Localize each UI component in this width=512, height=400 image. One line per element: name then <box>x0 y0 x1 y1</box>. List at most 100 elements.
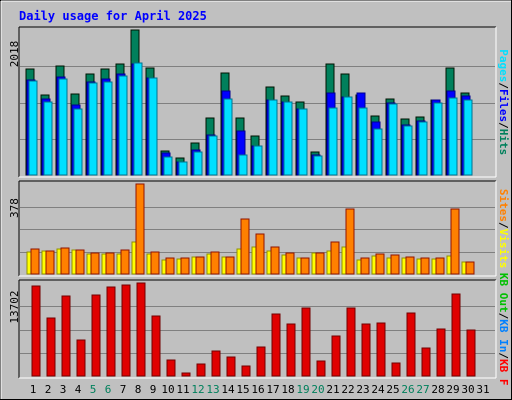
legend-entry: Visits <box>497 229 510 269</box>
legend-entry: / <box>497 352 510 359</box>
panel-max-label: 378 <box>8 198 21 218</box>
bar-kb-f <box>256 346 266 377</box>
bar-pages <box>178 161 188 176</box>
bar-pages <box>133 62 143 176</box>
bar-pages <box>268 99 278 176</box>
bar-kb-f <box>226 356 236 377</box>
bar-sites <box>105 252 115 275</box>
bar-pages <box>118 75 128 176</box>
day-label: 20 <box>311 383 324 396</box>
day-label: 31 <box>476 383 489 396</box>
legend-entry: KB F <box>497 359 510 386</box>
day-label: 27 <box>416 383 429 396</box>
day-label: 12 <box>191 383 204 396</box>
panel-visits-sites: 378 Sites/Visits <box>8 180 510 277</box>
bar-sites <box>150 251 160 275</box>
bar-sites <box>135 183 145 275</box>
bar-kb-f <box>151 315 161 377</box>
bar-kb-f <box>76 339 86 377</box>
day-label: 28 <box>431 383 444 396</box>
panel-hits-files-pages: 2018 Pages/Files/Hits <box>8 26 510 178</box>
day-label: 30 <box>461 383 474 396</box>
bar-sites <box>405 256 415 275</box>
bar-kb-f <box>376 322 386 377</box>
day-axis-labels: 1 2 3 4 5 6 7 8 9 10 11 12 13 14 15 16 17 18 19 20 21 22 23 24 2… <box>30 383 490 396</box>
bar-pages <box>358 107 368 176</box>
bar-sites <box>45 250 55 275</box>
bar-sites <box>420 257 430 275</box>
day-label: 10 <box>161 383 174 396</box>
panel-max-label: 2018 <box>8 41 21 68</box>
bar-kb-f <box>421 347 431 377</box>
day-label: 24 <box>371 383 385 396</box>
legend-entry: / <box>497 122 510 129</box>
bar-sites <box>30 248 40 275</box>
day-label: 16 <box>251 383 264 396</box>
bar-pages <box>313 155 323 176</box>
bar-pages <box>433 102 443 176</box>
bar-pages <box>403 125 413 176</box>
panel-legend: KB Out/KB In/KB F <box>497 273 510 386</box>
bar-pages <box>58 78 68 176</box>
bar-kb-f <box>181 372 191 377</box>
bar-kb-f <box>106 286 116 377</box>
panel-max-label: 13702 <box>8 290 21 323</box>
bar-kb-f <box>271 313 281 377</box>
bar-sites <box>120 249 130 275</box>
bar-pages <box>193 151 203 176</box>
legend-entry: KB In <box>497 319 510 352</box>
bar-kb-f <box>46 317 56 377</box>
day-label: 14 <box>221 383 235 396</box>
bar-kb-f <box>451 293 461 377</box>
day-label: 29 <box>446 383 459 396</box>
day-label: 17 <box>266 383 279 396</box>
day-label: 4 <box>75 383 82 396</box>
bar-sites <box>255 233 265 275</box>
bar-sites <box>225 256 235 275</box>
bar-pages <box>463 99 473 176</box>
day-label: 1 <box>30 383 37 396</box>
day-label: 21 <box>326 383 339 396</box>
day-label: 13 <box>206 383 219 396</box>
bar-kb-f <box>166 359 176 377</box>
bar-sites <box>390 254 400 275</box>
day-label: 9 <box>150 383 157 396</box>
panel-kbytes: 13702 KB Out/KB In/KB F <box>8 273 510 386</box>
bar-sites <box>90 252 100 275</box>
bar-pages <box>328 107 338 176</box>
bar-kb-f <box>136 282 146 377</box>
bar-sites <box>60 247 70 275</box>
chart-title: Daily usage for April 2025 <box>19 9 207 23</box>
day-label: 2 <box>45 383 52 396</box>
panel-legend: Pages/Files/Hits <box>497 49 510 155</box>
bar-kb-f <box>406 312 416 377</box>
bar-pages <box>448 97 458 176</box>
day-label: 8 <box>135 383 142 396</box>
bar-sites <box>240 218 250 275</box>
bar-pages <box>28 80 38 176</box>
bar-pages <box>373 128 383 176</box>
bar-sites <box>285 252 295 275</box>
bar-sites <box>165 257 175 275</box>
bar-kb-f <box>121 284 131 377</box>
bar-kb-f <box>316 360 326 377</box>
bar-kb-f <box>91 294 101 377</box>
bar-sites <box>75 249 85 275</box>
bar-pages <box>103 81 113 176</box>
bar-kb-f <box>331 335 341 377</box>
bar-pages <box>73 108 83 176</box>
bar-pages <box>418 121 428 176</box>
bar-kb-f <box>241 365 251 377</box>
legend-entry: / <box>497 313 510 320</box>
bar-kb-f <box>61 295 71 377</box>
day-label: 15 <box>236 383 249 396</box>
bar-kb-f <box>391 362 401 377</box>
day-label: 5 <box>90 383 97 396</box>
bar-kb-f <box>466 329 476 377</box>
bar-sites <box>435 257 445 275</box>
bar-pages <box>388 103 398 176</box>
bar-kb-f <box>346 307 356 377</box>
day-label: 18 <box>281 383 294 396</box>
